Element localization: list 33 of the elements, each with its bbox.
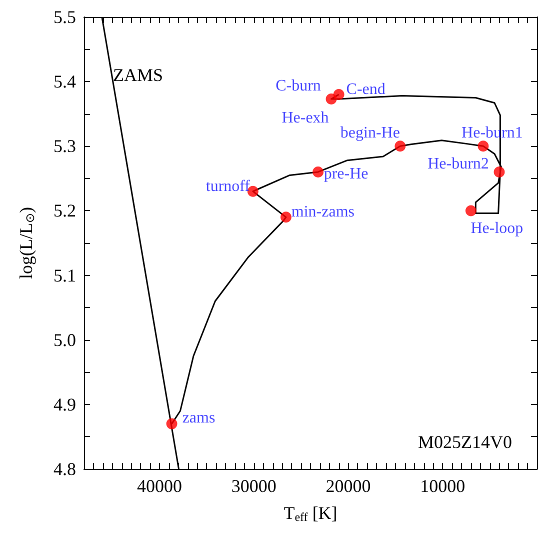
annotation: M025Z14V0 xyxy=(418,432,512,452)
y-tick-label: 4.8 xyxy=(54,459,76,479)
annotation: min-zams xyxy=(291,204,355,221)
y-tick-label: 5.3 xyxy=(54,136,76,156)
x-tick-label: 40000 xyxy=(137,476,182,496)
annotation: turnoff xyxy=(206,178,251,195)
point xyxy=(478,140,489,152)
point xyxy=(465,205,476,216)
annotation: pre-He xyxy=(324,165,368,182)
point xyxy=(280,212,292,223)
y-axis-title: log(L/L⊙) xyxy=(16,207,37,279)
y-tick-label: 5.0 xyxy=(54,330,76,350)
annotation: C-end xyxy=(346,80,386,98)
annotation: ZAMS xyxy=(113,65,164,85)
y-tick-label: 5.4 xyxy=(54,72,76,92)
y-tick-label: 5.2 xyxy=(54,200,76,221)
annotation: begin-He xyxy=(340,124,400,142)
x-tick-label: 10000 xyxy=(420,476,466,496)
point xyxy=(312,166,324,178)
annotation: He-burn2 xyxy=(428,155,489,172)
y-tick-label: 4.9 xyxy=(54,394,76,414)
annotation: He-loop xyxy=(470,220,524,238)
annotation: C-burn xyxy=(276,78,321,95)
point xyxy=(333,88,344,100)
point xyxy=(166,418,178,430)
y-tick-label: 5.1 xyxy=(54,265,76,286)
annotation: zams xyxy=(182,409,216,426)
x-tick-label: 20000 xyxy=(326,476,371,496)
point xyxy=(394,140,406,152)
annotation: He-exh xyxy=(282,110,329,127)
y-tick-label: 5.5 xyxy=(54,7,76,27)
point xyxy=(494,166,505,178)
x-tick-label: 30000 xyxy=(231,476,276,496)
